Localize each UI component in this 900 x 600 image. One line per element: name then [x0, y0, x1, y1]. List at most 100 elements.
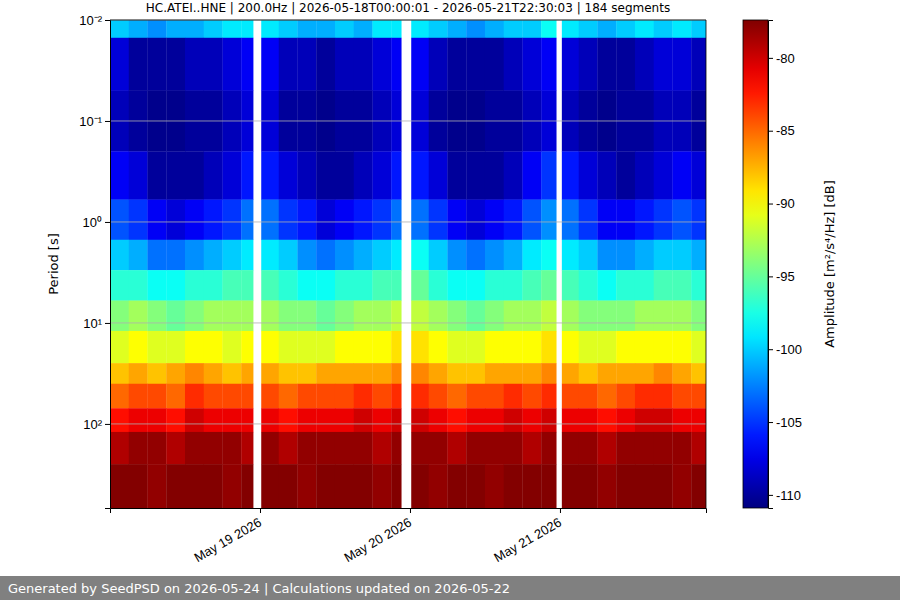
cell — [466, 301, 485, 332]
cell — [485, 363, 504, 384]
cell — [635, 464, 654, 508]
cell — [147, 384, 166, 409]
x-tick: May 21 2026 — [491, 508, 564, 565]
cell — [241, 200, 253, 240]
cell — [372, 384, 391, 409]
cell — [297, 200, 316, 240]
cell — [466, 408, 485, 432]
cell — [429, 20, 448, 38]
colorbar-tick-mark — [768, 495, 773, 496]
cell — [672, 20, 691, 38]
cell — [372, 301, 391, 332]
cell — [166, 200, 185, 240]
cell — [391, 20, 401, 38]
cell — [222, 270, 241, 301]
cell — [261, 240, 279, 271]
cell — [354, 464, 373, 508]
cell — [372, 363, 391, 384]
cell — [261, 408, 279, 432]
cell — [110, 301, 129, 332]
cell — [504, 270, 523, 301]
cell — [562, 384, 579, 409]
cell — [204, 240, 223, 271]
cell — [391, 432, 401, 464]
cell — [691, 240, 706, 271]
cell — [654, 20, 673, 38]
colorbar-tick: -110 — [768, 488, 801, 503]
cell — [411, 301, 429, 332]
colorbar — [743, 20, 768, 508]
cell — [447, 200, 466, 240]
cell — [691, 20, 706, 38]
x-tick-mark — [260, 508, 261, 513]
cell — [562, 200, 579, 240]
cell — [485, 200, 504, 240]
x-tick-mark — [410, 508, 411, 513]
cell — [635, 301, 654, 332]
cell — [279, 331, 298, 363]
cell — [429, 432, 448, 464]
cell — [204, 432, 223, 464]
cell — [279, 240, 298, 271]
cell — [616, 151, 635, 199]
cell — [635, 270, 654, 301]
y-tick-mark — [105, 20, 110, 21]
cell — [504, 408, 523, 432]
y-tick: 10⁻¹ — [79, 114, 110, 129]
cell — [204, 384, 223, 409]
cell — [411, 384, 429, 409]
cell — [241, 270, 253, 301]
cell — [297, 240, 316, 271]
y-tick: 10¹ — [83, 316, 110, 331]
y-axis-line — [105, 21, 111, 509]
cell — [447, 240, 466, 271]
cell — [597, 331, 616, 363]
grid-line — [110, 423, 706, 424]
cell — [316, 38, 335, 91]
y-tick: 10² — [83, 417, 110, 432]
cell — [447, 270, 466, 301]
cell — [522, 384, 541, 409]
cell — [222, 384, 241, 409]
cell — [316, 363, 335, 384]
cell — [672, 270, 691, 301]
cell — [261, 270, 279, 301]
cell — [522, 301, 541, 332]
y-tick-label: 10⁻¹ — [79, 114, 102, 129]
cell — [316, 384, 335, 409]
cell — [541, 151, 556, 199]
cell — [429, 151, 448, 199]
cell — [485, 20, 504, 38]
cell — [691, 38, 706, 91]
cell — [672, 432, 691, 464]
cell — [129, 432, 148, 464]
cell — [185, 408, 204, 432]
cell — [166, 240, 185, 271]
cell — [447, 432, 466, 464]
cell — [354, 331, 373, 363]
cell — [166, 384, 185, 409]
cell — [166, 38, 185, 91]
cell — [522, 151, 541, 199]
cell — [147, 151, 166, 199]
cell — [485, 384, 504, 409]
cell — [391, 200, 401, 240]
cell — [429, 240, 448, 271]
cell — [635, 200, 654, 240]
cell — [447, 363, 466, 384]
cell — [297, 363, 316, 384]
cell — [185, 240, 204, 271]
cell — [541, 432, 556, 464]
cell — [672, 408, 691, 432]
cell — [185, 200, 204, 240]
y-tick-label: 10⁻² — [79, 13, 102, 28]
colorbar-tick-label: -85 — [776, 123, 795, 138]
cell — [562, 464, 579, 508]
cell — [261, 464, 279, 508]
grid-line — [110, 20, 706, 21]
cell — [597, 408, 616, 432]
cell — [522, 200, 541, 240]
cell — [635, 38, 654, 91]
cell — [579, 432, 598, 464]
cell — [279, 151, 298, 199]
